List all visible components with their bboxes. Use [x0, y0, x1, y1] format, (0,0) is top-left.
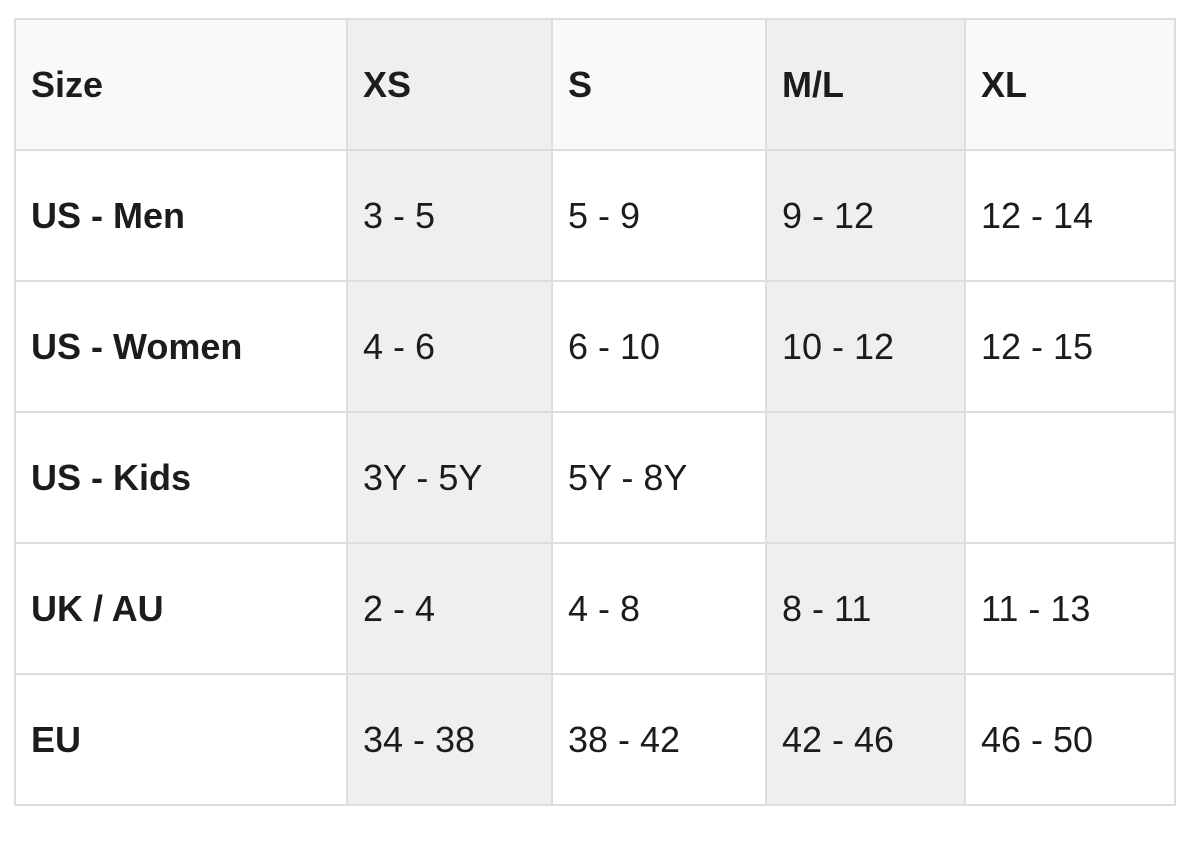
table-cell: 12 - 15 — [964, 280, 1176, 413]
table-cell: 5Y - 8Y — [551, 411, 767, 544]
table-cell — [765, 411, 966, 544]
table-row: US - Kids 3Y - 5Y 5Y - 8Y — [14, 411, 1176, 544]
row-label: US - Kids — [14, 411, 348, 544]
header-xs: XS — [346, 18, 553, 151]
table-cell: 8 - 11 — [765, 542, 966, 675]
header-row: Size XS S M/L XL — [14, 18, 1176, 151]
table-cell: 11 - 13 — [964, 542, 1176, 675]
table-cell: 10 - 12 — [765, 280, 966, 413]
table-cell: 42 - 46 — [765, 673, 966, 806]
table-cell: 3 - 5 — [346, 149, 553, 282]
header-s: S — [551, 18, 767, 151]
table-cell: 4 - 6 — [346, 280, 553, 413]
table-cell: 5 - 9 — [551, 149, 767, 282]
table-cell: 4 - 8 — [551, 542, 767, 675]
header-size: Size — [14, 18, 348, 151]
table-cell: 46 - 50 — [964, 673, 1176, 806]
header-xl: XL — [964, 18, 1176, 151]
row-label: UK / AU — [14, 542, 348, 675]
table-cell: 12 - 14 — [964, 149, 1176, 282]
row-label: US - Men — [14, 149, 348, 282]
table-cell — [964, 411, 1176, 544]
table-cell: 3Y - 5Y — [346, 411, 553, 544]
table-cell: 6 - 10 — [551, 280, 767, 413]
table-cell: 2 - 4 — [346, 542, 553, 675]
table-cell: 38 - 42 — [551, 673, 767, 806]
table-row: EU 34 - 38 38 - 42 42 - 46 46 - 50 — [14, 673, 1176, 806]
table-cell: 9 - 12 — [765, 149, 966, 282]
row-label: US - Women — [14, 280, 348, 413]
header-ml: M/L — [765, 18, 966, 151]
row-label: EU — [14, 673, 348, 806]
table-cell: 34 - 38 — [346, 673, 553, 806]
